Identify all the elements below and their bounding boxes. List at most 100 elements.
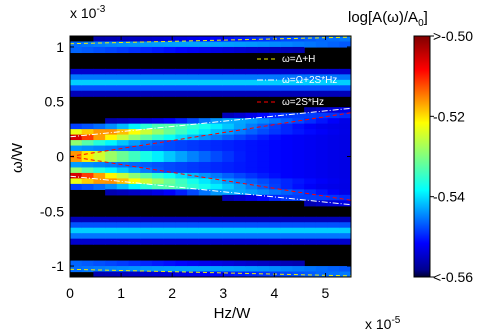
heatmap-cell — [116, 216, 130, 223]
heatmap-cell — [116, 123, 130, 130]
heatmap-cell — [222, 227, 235, 234]
heatmap-cell — [175, 123, 188, 130]
heatmap-cell — [70, 227, 83, 234]
heatmap-cell — [198, 183, 212, 190]
heatmap-cell — [105, 222, 118, 229]
heatmap-cell — [175, 167, 188, 174]
heatmap-cell — [187, 216, 200, 223]
heatmap-cell — [222, 145, 235, 152]
heatmap-cell — [163, 118, 176, 125]
heatmap-cell — [210, 123, 223, 130]
heatmap-cell — [175, 68, 188, 75]
heatmap-cell — [280, 161, 294, 169]
heatmap-cell — [210, 140, 223, 147]
heatmap-cell — [327, 167, 340, 174]
heatmap-cell — [93, 260, 106, 267]
heatmap-cell — [198, 271, 212, 277]
heatmap-cell — [187, 161, 200, 169]
heatmap-cell — [327, 74, 340, 81]
heatmap-cell — [304, 151, 317, 158]
heatmap-cell — [304, 107, 317, 114]
heatmap-cell — [304, 233, 317, 240]
heatmap-cell — [257, 41, 270, 48]
heatmap-cell — [151, 167, 165, 174]
heatmap-cell — [81, 90, 95, 97]
heatmap-cell — [245, 112, 258, 119]
heatmap-cell — [292, 233, 305, 240]
heatmap-cell — [339, 189, 351, 196]
heatmap-cell — [70, 90, 83, 97]
heatmap-cell — [222, 156, 235, 163]
heatmap-cell — [93, 90, 106, 97]
heatmap-cell — [81, 260, 95, 267]
heatmap-cell — [304, 79, 317, 86]
heatmap-cell — [128, 183, 141, 190]
heatmap-cell — [70, 68, 83, 75]
heatmap-cell — [70, 172, 83, 180]
heatmap-cell — [222, 79, 235, 86]
heatmap-cell — [304, 227, 317, 234]
heatmap-cell — [81, 151, 95, 158]
heatmap-cell — [151, 140, 165, 147]
heatmap-cell — [315, 222, 329, 229]
heatmap-cell — [269, 90, 282, 97]
heatmap-cell — [175, 227, 188, 234]
colorbar-tick-label: <-0.56 — [433, 269, 473, 285]
heatmap-cell — [292, 134, 305, 141]
heatmap-cell — [151, 85, 165, 92]
heatmap-cell — [245, 271, 258, 277]
heatmap-cell — [128, 123, 141, 130]
heatmap-cell — [140, 271, 153, 277]
heatmap-cell — [93, 129, 106, 136]
heatmap-cell — [140, 266, 153, 273]
heatmap-cell — [128, 140, 141, 147]
heatmap-cell — [233, 260, 247, 267]
heatmap-cell — [280, 140, 294, 147]
heatmap-cell — [304, 41, 317, 48]
heatmap-cell — [151, 172, 165, 180]
heatmap-cell — [105, 216, 118, 223]
heatmap-cell — [116, 271, 130, 277]
heatmap-cell — [151, 183, 165, 190]
heatmap-cell — [280, 260, 294, 267]
heatmap-cell — [187, 227, 200, 234]
heatmap-cell — [151, 74, 165, 81]
heatmap-cell — [222, 161, 235, 169]
heatmap-cell — [245, 145, 258, 152]
heatmap-cell — [327, 216, 340, 223]
heatmap-cell — [304, 85, 317, 92]
heatmap-cell — [245, 189, 258, 196]
heatmap-cell — [257, 151, 270, 158]
heatmap-cell — [280, 183, 294, 190]
heatmap-cell — [339, 112, 351, 119]
heatmap-cell — [315, 227, 329, 234]
heatmap-cell — [163, 222, 176, 229]
heatmap-cell — [233, 151, 247, 158]
heatmap-cell — [327, 238, 340, 245]
heatmap-cell — [269, 216, 282, 223]
heatmap-cell — [245, 46, 258, 54]
heatmap-cell — [210, 145, 223, 152]
heatmap-cell — [175, 79, 188, 86]
heatmap-cell — [257, 112, 270, 119]
heatmap-cell — [327, 123, 340, 130]
heatmap-cell — [105, 167, 118, 174]
heatmap-cell — [210, 183, 223, 190]
heatmap-cell — [339, 238, 351, 245]
heatmap-cell — [269, 46, 282, 54]
heatmap-cell — [140, 74, 153, 81]
heatmap-cell — [257, 85, 270, 92]
heatmap-cell — [116, 79, 130, 86]
heatmap-cell — [163, 41, 176, 48]
heatmap-cell — [257, 271, 270, 277]
heatmap-cell — [128, 233, 141, 240]
heatmap-cell — [187, 260, 200, 267]
heatmap-cell — [93, 68, 106, 75]
heatmap-cell — [140, 85, 153, 92]
heatmap-cell — [163, 227, 176, 234]
heatmap-cell — [151, 222, 165, 229]
heatmap-cell — [292, 266, 305, 273]
heatmap-cell — [222, 238, 235, 245]
heatmap-cell — [222, 85, 235, 92]
heatmap-cell — [93, 123, 106, 130]
